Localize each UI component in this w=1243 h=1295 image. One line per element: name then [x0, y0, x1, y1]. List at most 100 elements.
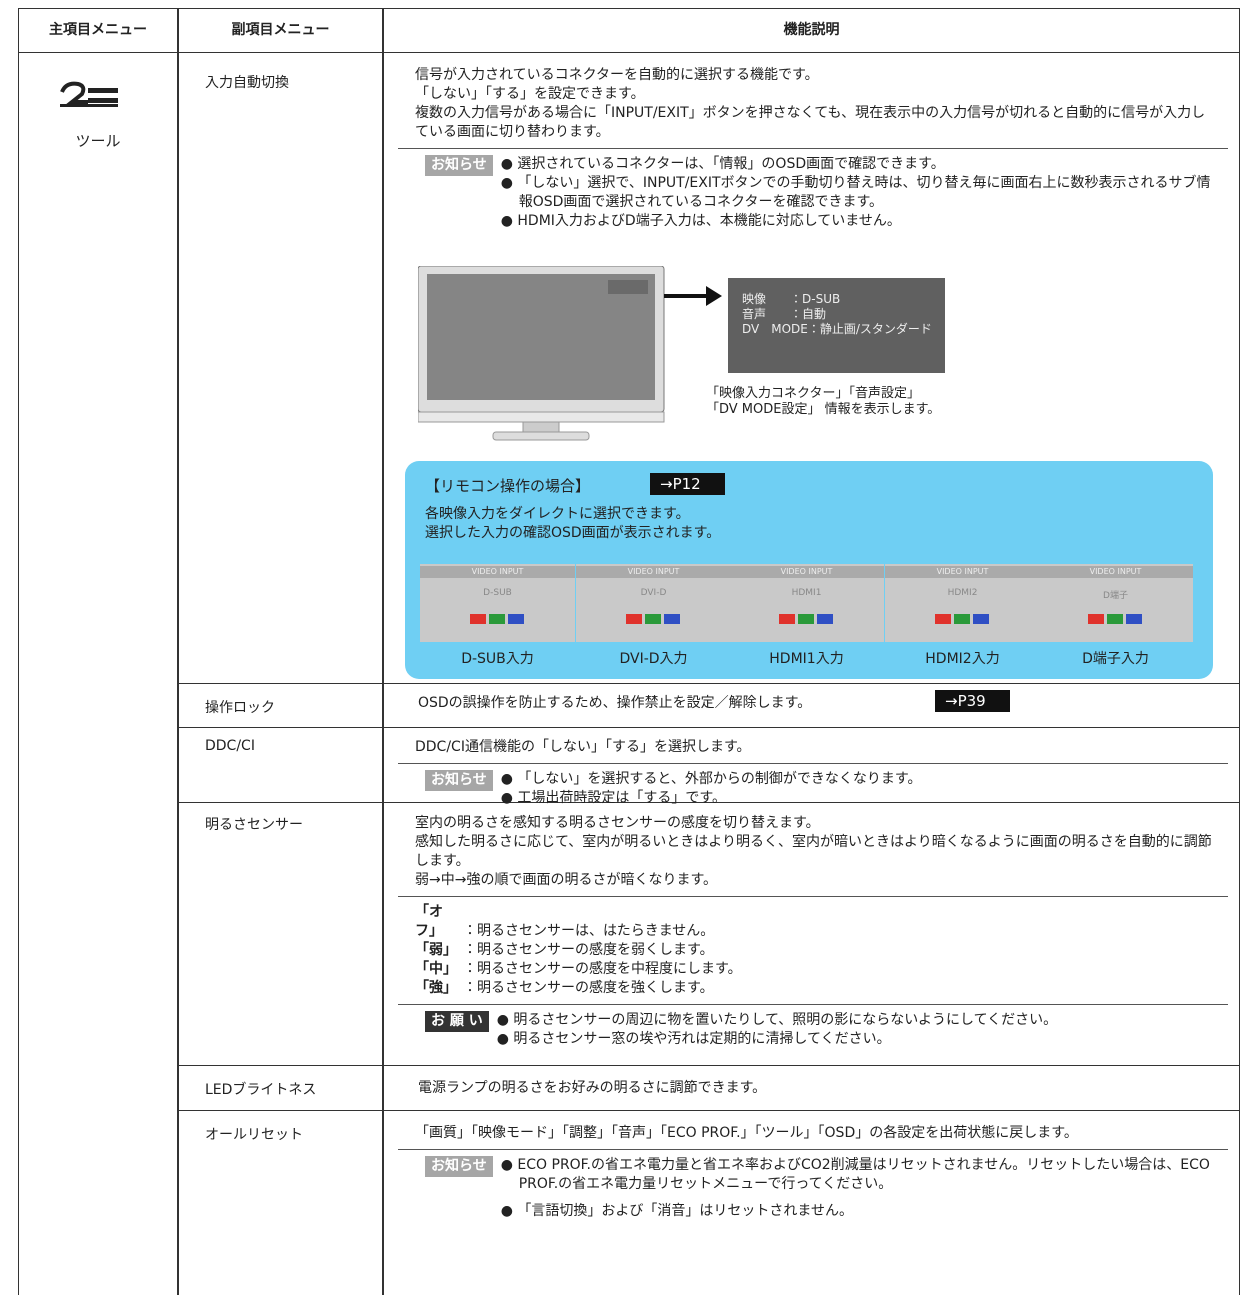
option-term: 「オフ」: [415, 904, 443, 939]
screen-label: D端子: [1103, 591, 1128, 601]
color-key: [470, 614, 486, 624]
row-content: 「画質」「映像モード」「調整」「音声」「ECO PROF.」「ツール」「OSD」…: [398, 1124, 1228, 1221]
desc-line: 感知した明るさに応じて、室内が明るいときはより明るく、室内が暗いときはより暗くな…: [415, 834, 1212, 869]
input-caption: D端子入力: [1082, 651, 1149, 667]
screen-label: D-SUB: [483, 588, 512, 598]
screen-label: HDMI1: [791, 588, 822, 598]
input-screen: VIDEO INPUT HDMI2: [885, 564, 1040, 642]
screen-title: VIDEO INPUT: [729, 566, 884, 578]
desc-line: 「しない」「する」を設定できます。: [415, 86, 645, 102]
row-content: DDC/CI通信機能の「しない」「する」を選択します。 お知らせ 「しない」を選…: [398, 738, 1228, 808]
remote-line: 各映像入力をダイレクトに選択できます。: [425, 506, 690, 522]
color-key: [664, 614, 680, 624]
input-caption: HDMI2入力: [925, 651, 1000, 667]
note: お 願 い 明るさセンサーの周辺に物を置いたりして、照明の影にならないようにして…: [425, 1011, 1228, 1049]
row-content: 信号が入力されているコネクターを自動的に選択する機能です。 「しない」「する」を設…: [398, 66, 1228, 679]
section-divider: [398, 896, 1228, 897]
option: 「オフ」 ：明るさセンサーは、はたらきません。: [415, 903, 1228, 941]
note-item: 「しない」を選択すると、外部からの制御ができなくなります。: [501, 770, 1228, 789]
option-text: ：明るさセンサーは、はたらきません。: [463, 923, 715, 939]
row-divider: [178, 1110, 1240, 1111]
option: 「中」 ：明るさセンサーの感度を中程度にします。: [415, 960, 1228, 979]
note-item: HDMI入力およびD端子入力は、本機能に対応していません。: [501, 212, 1214, 231]
note-label: お 願 い: [425, 1011, 489, 1032]
osd-line: 映像 ：D-SUB: [742, 292, 841, 306]
page-ref[interactable]: →P12: [650, 473, 725, 495]
desc-line: 信号が入力されているコネクターを自動的に選択する機能です。: [415, 67, 819, 83]
note-item: ECO PROF.の省エネ電力量と省エネ率およびCO2削減量はリセットされません…: [501, 1156, 1214, 1194]
row-content: 電源ランプの明るさをお好みの明るさに調節できます。: [398, 1079, 1228, 1098]
color-key: [1107, 614, 1123, 624]
note-item: 選択されているコネクターは、「情報」のOSD画面で確認できます。: [501, 155, 1214, 174]
monitor-illustration: [418, 266, 722, 441]
remote-text: 各映像入力をダイレクトに選択できます。 選択した入力の確認OSD画面が表示されま…: [425, 505, 720, 543]
header-sub: 副項目メニュー: [231, 22, 330, 38]
color-key: [645, 614, 661, 624]
color-key: [779, 614, 795, 624]
note: お知らせ 「しない」を選択すると、外部からの制御ができなくなります。 工場出荷時…: [425, 770, 1228, 808]
desc-line: 複数の入力信号がある場合に「INPUT/EXIT」ボタンを押さなくても、現在表示…: [415, 105, 1206, 140]
row-name: DDC/CI: [205, 738, 255, 754]
note-items: 「しない」を選択すると、外部からの制御ができなくなります。 工場出荷時設定は「す…: [501, 770, 1228, 808]
desc-line: 弱→中→強の順で画面の明るさが暗くなります。: [415, 872, 718, 888]
color-key: [954, 614, 970, 624]
desc-line: OSDの誤操作を防止するため、操作禁止を設定／解除します。: [418, 695, 812, 711]
note-items: ECO PROF.の省エネ電力量と省エネ率およびCO2削減量はリセットされません…: [501, 1156, 1214, 1221]
row-name: オールリセット: [205, 1127, 303, 1143]
tool-icon: [60, 81, 118, 107]
header-desc: 機能説明: [783, 22, 840, 38]
input-item: VIDEO INPUT DVI-D DVI-D入力: [576, 564, 731, 668]
note-item: 明るさセンサー窓の埃や汚れは定期的に清掃してください。: [497, 1030, 1228, 1049]
color-key: [935, 614, 951, 624]
color-key: [489, 614, 505, 624]
color-key: [817, 614, 833, 624]
row-name: LEDブライトネス: [205, 1082, 317, 1098]
option-text: ：明るさセンサーの感度を強くします。: [463, 980, 714, 996]
remote-line: 選択した入力の確認OSD画面が表示されます。: [425, 525, 721, 541]
osd-caption: 「映像入力コネクター」「音声設定」 「DV MODE設定」 情報を表示します。: [706, 386, 940, 418]
row-divider: [178, 1065, 1240, 1066]
screen-title: VIDEO INPUT: [1038, 566, 1193, 578]
osd-box: 映像 ：D-SUB 音声 ：自動 DV MODE：静止画/スタンダード: [728, 278, 945, 373]
option-term: 「強」: [415, 980, 457, 996]
osd-line: 音声 ：自動: [742, 307, 827, 321]
note: お知らせ 選択されているコネクターは、「情報」のOSD画面で確認できます。 「し…: [425, 155, 1228, 231]
description: 信号が入力されているコネクターを自動的に選択する機能です。 「しない」「する」を設…: [415, 66, 1215, 142]
input-screen: VIDEO INPUT HDMI1: [729, 564, 884, 642]
column-divider: [382, 8, 384, 1295]
input-screen: VIDEO INPUT D-SUB: [420, 564, 575, 642]
note-label: お知らせ: [425, 770, 493, 791]
description: 室内の明るさを感知する明るさセンサーの感度を切り替えます。 感知した明るさに応じて…: [415, 814, 1215, 890]
section-divider: [398, 1149, 1228, 1150]
row-name: 明るさセンサー: [205, 817, 303, 833]
option-text: ：明るさセンサーの感度を中程度にします。: [463, 961, 742, 977]
color-key: [1088, 614, 1104, 624]
color-key: [508, 614, 524, 624]
description: DDC/CI通信機能の「しない」「する」を選択します。: [415, 738, 1228, 757]
option-term: 「中」: [415, 961, 457, 977]
note-item: 明るさセンサーの周辺に物を置いたりして、照明の影にならないようにしてください。: [497, 1011, 1228, 1030]
note-item: 「しない」選択で、INPUT/EXITボタンでの手動切り替え時は、切り替え毎に画…: [501, 174, 1214, 212]
screen-label: HDMI2: [947, 588, 978, 598]
color-key: [626, 614, 642, 624]
input-item: VIDEO INPUT HDMI1 HDMI1入力: [729, 564, 884, 668]
caption-line: 「DV MODE設定」 情報を表示します。: [706, 402, 941, 417]
note-item: 「言語切換」および「消音」はリセットされません。: [501, 1202, 1214, 1221]
screen-title: VIDEO INPUT: [420, 566, 575, 578]
color-key: [973, 614, 989, 624]
note-items: 選択されているコネクターは、「情報」のOSD画面で確認できます。 「しない」選択…: [501, 155, 1214, 231]
row-name: 操作ロック: [205, 700, 275, 716]
row-divider: [178, 683, 1240, 684]
screen-label: DVI-D: [640, 588, 667, 598]
row-content: OSDの誤操作を防止するため、操作禁止を設定／解除します。 →P39: [398, 690, 1228, 713]
option: 「弱」 ：明るさセンサーの感度を弱くします。: [415, 941, 1228, 960]
page-ref[interactable]: →P39: [935, 690, 1010, 712]
color-key: [1126, 614, 1142, 624]
input-caption: D-SUB入力: [461, 651, 534, 667]
header-main: 主項目メニュー: [49, 22, 147, 38]
note-items: 明るさセンサーの周辺に物を置いたりして、照明の影にならないようにしてください。 …: [497, 1011, 1228, 1049]
section-divider: [398, 148, 1228, 149]
desc-line: 電源ランプの明るさをお好みの明るさに調節できます。: [418, 1080, 767, 1096]
